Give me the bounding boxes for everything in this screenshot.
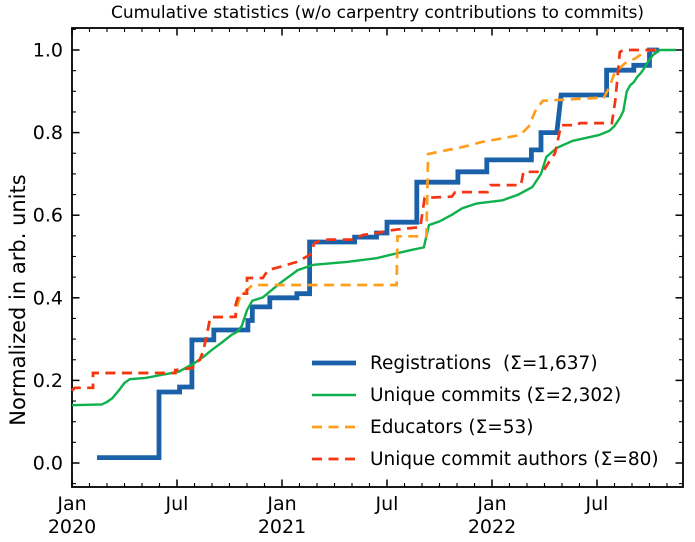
- y-tick-label: 0.4: [33, 287, 63, 309]
- legend-label-registrations: Registrations (Σ=1,637): [370, 352, 598, 374]
- x-tick-year-label: 2020: [48, 516, 96, 538]
- legend: Registrations (Σ=1,637) Unique commits (Σ…: [311, 347, 659, 475]
- y-tick-label: 0.2: [33, 370, 63, 392]
- x-tick-label: Jan: [56, 493, 86, 515]
- legend-label-educators: Educators (Σ=53): [370, 416, 534, 438]
- x-tick-year-label: 2022: [468, 516, 516, 538]
- series-line-educators: [70, 48, 660, 392]
- legend-item-educators: Educators (Σ=53): [311, 411, 659, 443]
- chart-title: Cumulative statistics (w/o carpentry con…: [110, 3, 645, 23]
- legend-item-registrations: Registrations (Σ=1,637): [311, 347, 659, 379]
- y-tick-label: 1.0: [33, 40, 63, 62]
- y-axis-label: Normalized in arb. units: [6, 174, 30, 426]
- series-line-registrations: [97, 47, 660, 460]
- x-tick-label: Jan: [266, 493, 296, 515]
- series-line-unique_commit_authors: [70, 48, 657, 392]
- legend-line-sample-unique_commits: [312, 393, 356, 397]
- legend-line-sample-unique_commit_authors: [312, 457, 356, 461]
- legend-item-unique_commit_authors: Unique commit authors (Σ=80): [311, 443, 659, 475]
- legend-line-sample-educators: [312, 425, 356, 429]
- x-tick-label: Jul: [165, 493, 189, 515]
- x-tick-label: Jul: [585, 493, 609, 515]
- x-tick-label: Jul: [375, 493, 399, 515]
- legend-line-sample-registrations: [312, 360, 356, 366]
- legend-label-unique_commit_authors: Unique commit authors (Σ=80): [370, 448, 659, 470]
- plot-border: [71, 27, 684, 488]
- x-tick-label: Jan: [476, 493, 506, 515]
- y-tick-label: 0.6: [33, 205, 63, 227]
- y-tick-label: 0.0: [33, 453, 63, 475]
- legend-label-unique_commits: Unique commits (Σ=2,302): [370, 384, 622, 406]
- legend-item-unique_commits: Unique commits (Σ=2,302): [311, 379, 659, 411]
- series-line-unique_commits: [71, 48, 676, 407]
- x-tick-year-label: 2021: [258, 516, 306, 538]
- y-tick-label: 0.8: [33, 122, 63, 144]
